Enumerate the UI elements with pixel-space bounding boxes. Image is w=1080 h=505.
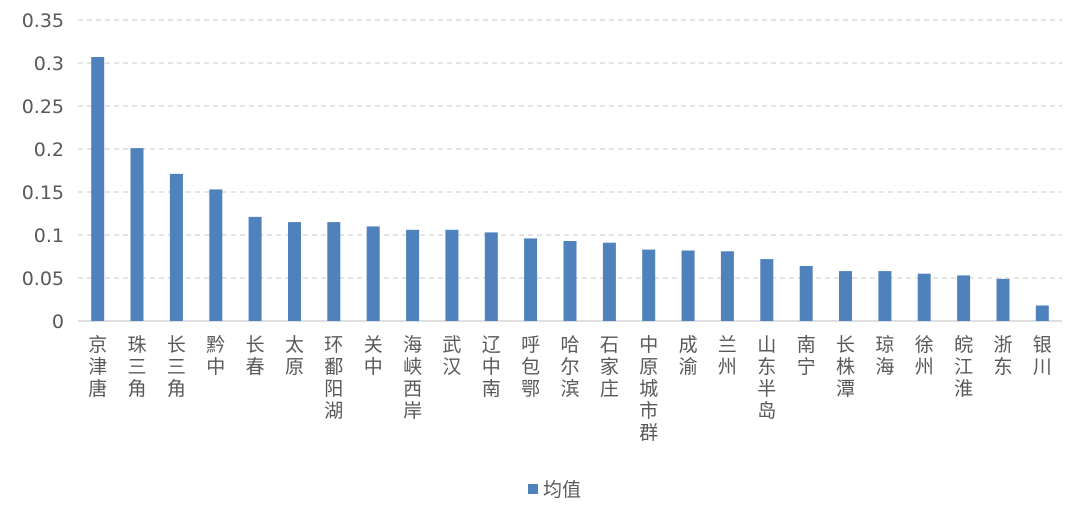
legend-swatch	[528, 484, 538, 494]
y-tick-label: 0.35	[22, 10, 64, 32]
x-tick-label: 长春	[246, 334, 265, 378]
bar	[169, 173, 183, 321]
x-tick-label: 长三角	[167, 334, 186, 400]
bar	[484, 232, 498, 321]
x-tick-label: 黔中	[206, 334, 225, 378]
bar	[878, 271, 892, 321]
x-tick-label: 环鄱阳湖	[324, 334, 343, 422]
x-tick-label: 银川	[1033, 334, 1052, 378]
bar	[720, 251, 734, 321]
y-tick-label: 0.1	[34, 225, 64, 247]
bar	[642, 249, 656, 321]
bar	[760, 259, 774, 321]
x-tick-label: 京津唐	[88, 334, 107, 400]
y-axis: 0 0.05 0.1 0.15 0.2 0.25 0.3 0.35	[22, 10, 64, 333]
bar	[327, 222, 341, 321]
x-tick-label: 哈尔滨	[560, 334, 579, 400]
bar	[130, 148, 144, 321]
bar	[524, 238, 538, 321]
x-tick-label: 徐州	[915, 334, 934, 378]
bar	[445, 229, 459, 321]
bar	[799, 266, 813, 321]
x-tick-label: 武汉	[442, 334, 461, 378]
bar	[957, 275, 971, 321]
x-tick-label: 太原	[285, 334, 304, 378]
bar	[406, 229, 420, 321]
y-tick-label: 0.05	[22, 268, 64, 290]
x-tick-label: 中原城市群	[639, 334, 658, 444]
bar	[917, 273, 931, 321]
x-tick-label: 山东半岛	[757, 334, 776, 422]
bar	[602, 242, 616, 321]
y-tick-label: 0.3	[34, 53, 64, 75]
y-tick-label: 0.25	[22, 96, 64, 118]
x-tick-label: 琼海	[875, 334, 894, 378]
x-tick-label: 辽中南	[482, 334, 501, 400]
x-tick-label: 海峡西岸	[403, 334, 422, 422]
x-tick-label: 珠三角	[127, 334, 146, 400]
bar	[209, 189, 223, 321]
bar	[366, 226, 380, 321]
y-tick-label: 0.15	[22, 182, 64, 204]
bar	[91, 57, 105, 321]
x-tick-label: 皖江淮	[954, 334, 973, 400]
x-tick-label: 长株潭	[836, 334, 855, 400]
bar	[288, 222, 301, 321]
bars	[91, 57, 1049, 321]
bar	[1035, 305, 1049, 321]
bar	[563, 241, 577, 321]
x-tick-label: 石家庄	[600, 334, 619, 400]
x-tick-label: 南宁	[797, 334, 816, 378]
y-tick-label: 0.2	[34, 139, 64, 161]
gridlines	[78, 19, 1062, 279]
legend: 均值	[528, 479, 581, 501]
x-tick-label: 浙东	[993, 334, 1012, 378]
y-tick-label: 0	[52, 311, 64, 333]
x-tick-label: 呼包鄂	[521, 334, 540, 400]
bar	[681, 250, 695, 321]
legend-label: 均值	[543, 479, 581, 501]
x-tick-label: 成渝	[679, 334, 698, 378]
x-tick-label: 关中	[364, 334, 383, 378]
bar	[996, 278, 1010, 321]
x-tick-label: 兰州	[718, 334, 737, 378]
bar	[839, 271, 852, 321]
bar	[248, 216, 262, 321]
